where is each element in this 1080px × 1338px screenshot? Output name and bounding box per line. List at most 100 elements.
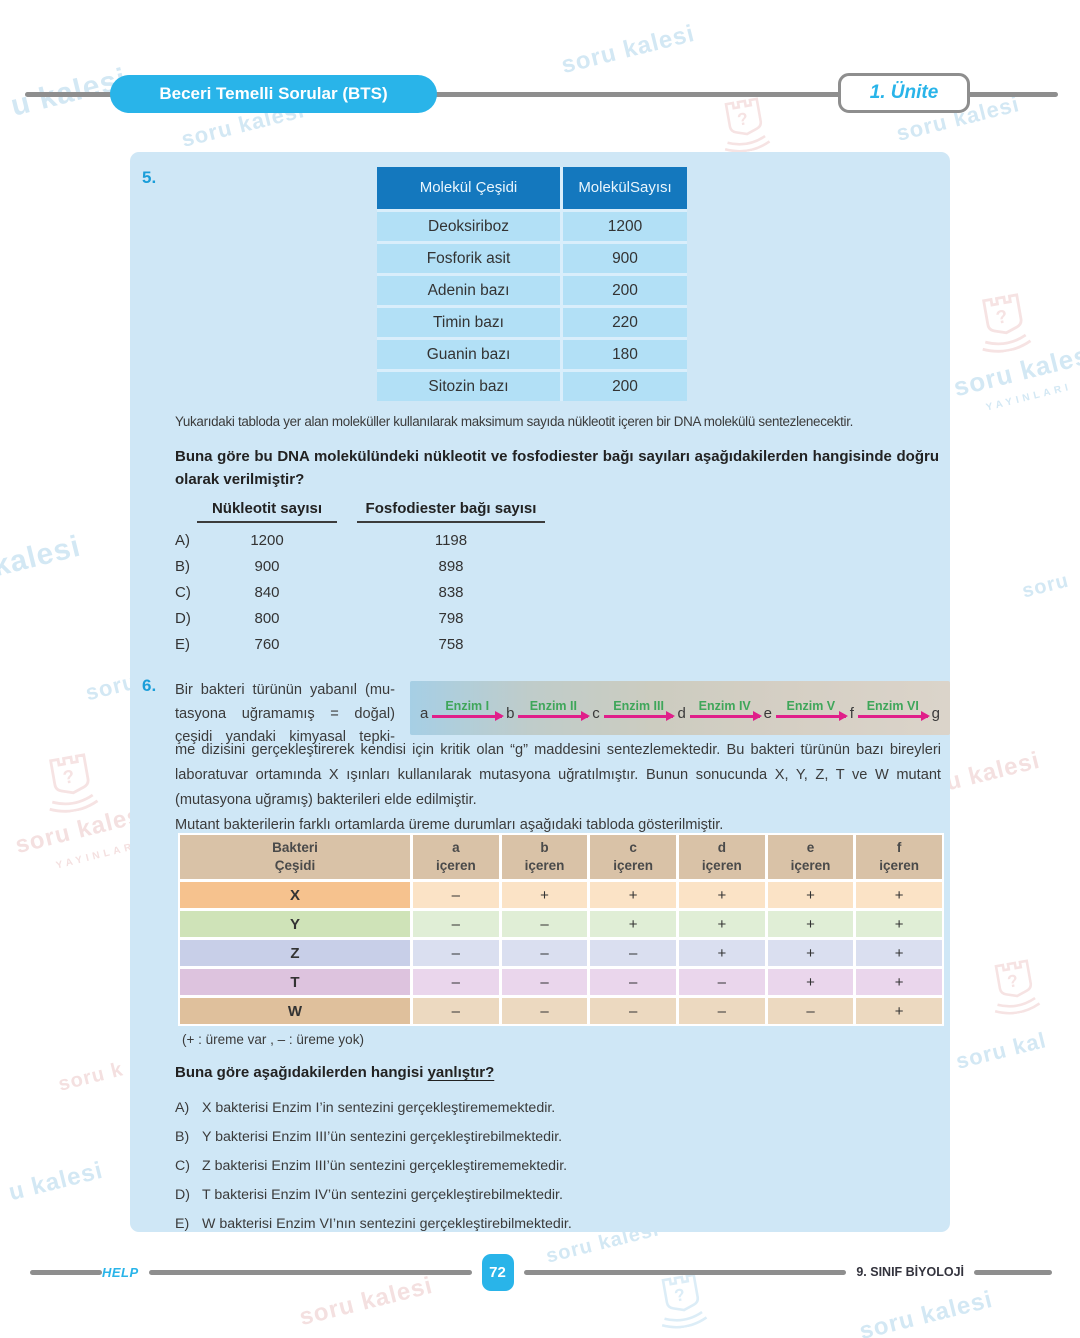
medium-header: a içeren: [413, 835, 499, 879]
medium-header: e içeren: [767, 835, 854, 879]
bacteria-row-label: W: [180, 998, 410, 1024]
growth-cell: –: [413, 998, 499, 1024]
bacteria-row-label: Z: [180, 940, 410, 966]
content-panel: 5. Molekül Çeşidi Molekül Sayısı Deoksir…: [130, 152, 950, 1232]
bacteria-row-label: Y: [180, 911, 410, 937]
enzyme-label: Enzim III: [613, 698, 664, 713]
bacteria-growth-table: Bakteri Çeşidi a içeren b içeren c içeren d…: [178, 833, 944, 1026]
question6-stem: Buna göre aşağıdakilerden hangisi yanlış…: [175, 1064, 494, 1081]
substrate-label: c: [592, 705, 600, 722]
option-text: Z bakterisi Enzim III’ün sentezini gerçe…: [202, 1158, 568, 1174]
enzyme-label: Enzim VI: [866, 698, 919, 713]
footer-rule: [523, 1269, 847, 1275]
option-letter: E): [175, 1216, 190, 1232]
option-letter: A): [175, 532, 190, 549]
table-cell: 200: [563, 372, 687, 401]
body-line: (mutasyona uğramış) bakterileri elde edi…: [175, 792, 477, 808]
section-badge: Beceri Temelli Sorular (BTS): [110, 75, 437, 113]
substrate-label: a: [420, 705, 429, 722]
footer-course-label: 9. SINIF BİYOLOJİ: [856, 1265, 964, 1279]
medium-header: b içeren: [501, 835, 588, 879]
watermark-castle-logo: [713, 92, 775, 161]
page-footer: HELP 72 9. SINIF BİYOLOJİ: [30, 1253, 1052, 1291]
medium-letter: a: [452, 840, 460, 856]
reaction-step: Enzim V: [775, 699, 848, 721]
growth-cell: –: [678, 969, 765, 995]
table-cell: 180: [563, 340, 687, 369]
question6-options: A) X bakterisi Enzim I’in sentezini gerç…: [175, 1100, 572, 1245]
option-value: 838: [438, 584, 464, 601]
intro-line: Bir bakteri türünün yabanıl (mu-: [175, 682, 395, 698]
option-letter: C): [175, 584, 191, 601]
medium-letter: e: [806, 840, 815, 856]
medium-sub: içeren: [524, 858, 565, 873]
option-text: T bakterisi Enzim IV’ün sentezini gerçek…: [202, 1187, 563, 1203]
medium-sub: içeren: [613, 858, 654, 873]
option-value: 1200: [250, 532, 284, 549]
watermark-text: soru: [1019, 569, 1072, 603]
enzyme-label: Enzim II: [529, 698, 577, 713]
reaction-arrow: [857, 710, 930, 721]
reaction-arrow: [603, 710, 676, 721]
enzyme-pathway-diagram: a Enzim I b Enzim II c Enzim III d Enzim…: [410, 681, 950, 735]
footer-rule: [148, 1269, 472, 1275]
option-row: D) T bakterisi Enzim IV’ün sentezini ger…: [175, 1187, 572, 1203]
question6-stem-prefix: Buna göre aşağıdakilerden hangisi: [175, 1064, 428, 1081]
growth-cell: +: [767, 969, 854, 995]
molecule-table: Molekül Çeşidi Molekül Sayısı Deoksiribo…: [377, 167, 687, 401]
growth-cell: –: [413, 969, 499, 995]
option-letter: D): [175, 1187, 190, 1203]
header-count-line1: Molekül: [578, 178, 630, 196]
medium-letter: b: [540, 840, 549, 856]
option-text: Y bakterisi Enzim III’ün sentezini gerçe…: [202, 1129, 563, 1145]
growth-cell: +: [678, 882, 765, 908]
table-cell: Timin bazı: [377, 308, 560, 337]
watermark-text: soru kalesi: [856, 1285, 996, 1338]
option-letter: B): [175, 558, 190, 575]
medium-header: f içeren: [856, 835, 942, 879]
reaction-arrow: [775, 710, 848, 721]
question6-stem-underlined: yanlıştır?: [427, 1064, 495, 1081]
growth-cell: +: [856, 940, 942, 966]
growth-cell: –: [767, 998, 854, 1024]
reaction-step: Enzim IV: [689, 699, 762, 721]
header-rule: [25, 92, 1058, 97]
watermark-castle-logo: [37, 748, 103, 822]
medium-header: c içeren: [590, 835, 676, 879]
option-value: 800: [254, 610, 280, 627]
watermark-text: u kalesi: [943, 746, 1043, 797]
growth-cell: +: [767, 911, 854, 937]
table-cell: Sitozin bazı: [377, 372, 560, 401]
reaction-step: Enzim I: [432, 699, 504, 721]
growth-cell: –: [501, 998, 588, 1024]
corner-line2: Çeşidi: [274, 858, 316, 873]
medium-letter: f: [896, 840, 902, 856]
option-text: W bakterisi Enzim VI’nın sentezini gerçe…: [202, 1216, 572, 1232]
option-letter: C): [175, 1158, 190, 1174]
watermark-text: kalesi: [0, 529, 84, 584]
page-number-badge: 72: [481, 1253, 514, 1291]
bacteria-row-label: T: [180, 969, 410, 995]
substrate-label: d: [677, 705, 686, 722]
question5-options: Nükleotit sayısı Fosfodiester bağı sayıs…: [175, 500, 545, 653]
growth-cell: +: [678, 940, 765, 966]
medium-sub: içeren: [701, 858, 742, 873]
table-cell: Guanin bazı: [377, 340, 560, 369]
header-count-line2: Sayısı: [630, 178, 672, 196]
footer-rule: [30, 1269, 102, 1275]
table-cell: Adenin bazı: [377, 276, 560, 305]
option-row: A) X bakterisi Enzim I’in sentezini gerç…: [175, 1100, 572, 1116]
option-row: E) 760 758: [175, 636, 545, 653]
growth-cell: +: [767, 882, 854, 908]
bacteria-table-corner-header: Bakteri Çeşidi: [180, 835, 410, 879]
footer-rule: [974, 1269, 1052, 1275]
option-value: 798: [438, 610, 464, 627]
intro-line: çeşidi yandaki kimyasal tepki-: [175, 729, 395, 745]
option-letter: E): [175, 636, 190, 653]
body-line: Mutant bakterilerin farklı ortamlarda ür…: [175, 817, 724, 833]
growth-cell: –: [413, 882, 499, 908]
medium-letter: d: [717, 840, 726, 856]
substrate-label: b: [506, 705, 515, 722]
unit-label: 1. Ünite: [838, 73, 970, 113]
question6-intro-left: Bir bakteri türünün yabanıl (mu- tasyona…: [175, 679, 395, 750]
